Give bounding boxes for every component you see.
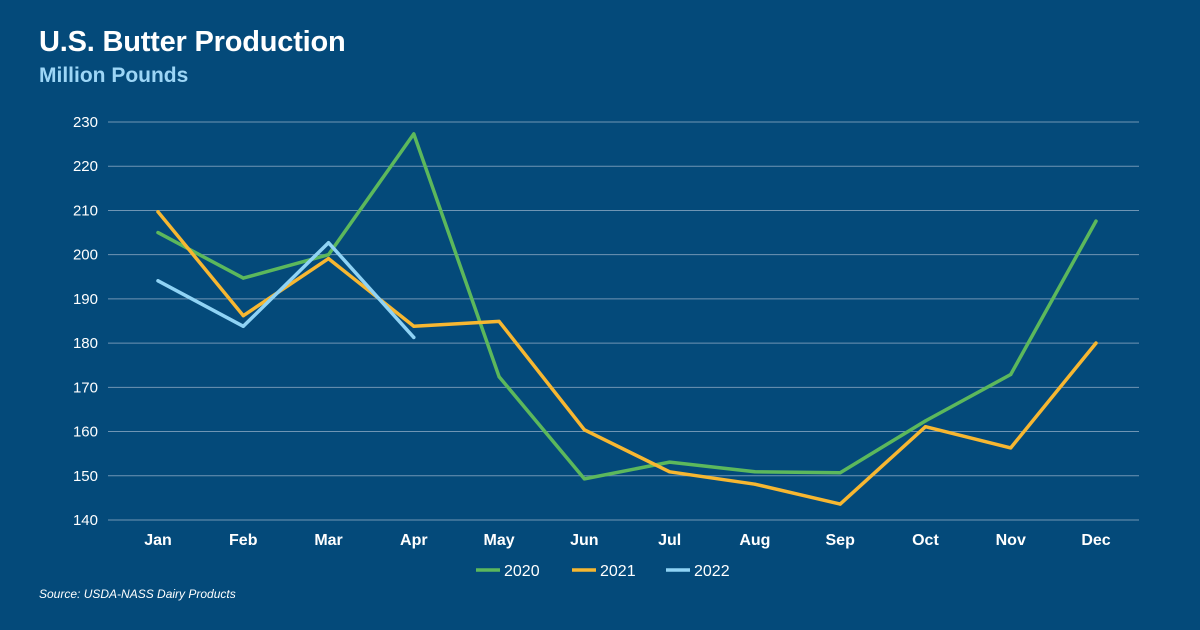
data-point <box>326 253 331 257</box>
data-point <box>326 241 331 245</box>
x-tick-label: Jan <box>144 532 172 549</box>
x-tick-label: Dec <box>1081 532 1110 549</box>
x-tick-label: Oct <box>912 532 939 549</box>
data-point <box>241 324 245 328</box>
y-tick-label: 150 <box>73 468 98 485</box>
data-point <box>838 471 842 475</box>
data-point <box>156 210 160 214</box>
data-point <box>156 279 160 283</box>
x-tick-label: Mar <box>314 532 342 549</box>
data-point <box>753 470 757 474</box>
data-point <box>412 324 416 328</box>
series-lines <box>156 132 1098 506</box>
data-point <box>1009 372 1013 377</box>
x-tick-label: Apr <box>400 532 428 549</box>
y-tick-label: 170 <box>73 379 98 396</box>
data-point <box>241 276 245 280</box>
chart-title: U.S. Butter Production <box>39 26 346 58</box>
series-line-2020 <box>156 132 1098 481</box>
x-tick-label: Feb <box>229 532 258 549</box>
data-point <box>497 375 501 379</box>
x-tick-label: Aug <box>739 532 770 549</box>
x-tick-label: Sep <box>826 532 856 549</box>
y-tick-label: 230 <box>73 114 98 131</box>
data-point <box>1094 341 1098 345</box>
legend-label: 2021 <box>600 563 636 580</box>
data-point <box>668 470 672 474</box>
y-tick-label: 140 <box>73 512 98 529</box>
y-tick-label: 220 <box>73 158 98 175</box>
x-axis-ticks: Jan Feb Mar Apr May Jun Jul Aug Sep Oct Nov Dec <box>144 532 1111 549</box>
x-tick-label: Jul <box>658 532 681 549</box>
data-point <box>1094 219 1098 223</box>
data-point <box>923 425 928 429</box>
chart-subtitle: Million Pounds <box>39 64 189 87</box>
data-point <box>497 319 501 324</box>
data-point <box>241 314 245 318</box>
x-tick-label: Nov <box>996 532 1026 549</box>
gridlines <box>108 121 1139 521</box>
data-point <box>412 132 416 136</box>
series-line-2022 <box>156 240 416 340</box>
legend: 2020 2021 2022 <box>476 563 730 580</box>
data-point <box>838 502 842 506</box>
data-point <box>412 335 416 339</box>
y-tick-label: 190 <box>73 291 98 308</box>
x-tick-label: Jun <box>570 532 598 549</box>
y-axis-ticks: 140 150 160 170 180 190 200 210 220 230 <box>73 114 98 529</box>
data-point <box>753 482 757 486</box>
y-tick-label: 160 <box>73 424 98 441</box>
data-point <box>582 477 586 481</box>
data-point <box>326 257 331 261</box>
data-point <box>1009 446 1013 450</box>
data-point <box>156 230 160 235</box>
y-tick-label: 210 <box>73 202 98 219</box>
legend-label: 2022 <box>694 563 730 580</box>
source-note: Source: USDA-NASS Dairy Products <box>39 587 236 601</box>
series-line-2021 <box>156 210 1098 506</box>
data-point <box>582 428 586 432</box>
data-point <box>668 460 672 464</box>
x-tick-label: May <box>484 532 515 549</box>
data-point <box>923 419 928 423</box>
y-tick-label: 180 <box>73 335 98 352</box>
legend-label: 2020 <box>504 563 540 580</box>
y-tick-label: 200 <box>73 247 98 264</box>
